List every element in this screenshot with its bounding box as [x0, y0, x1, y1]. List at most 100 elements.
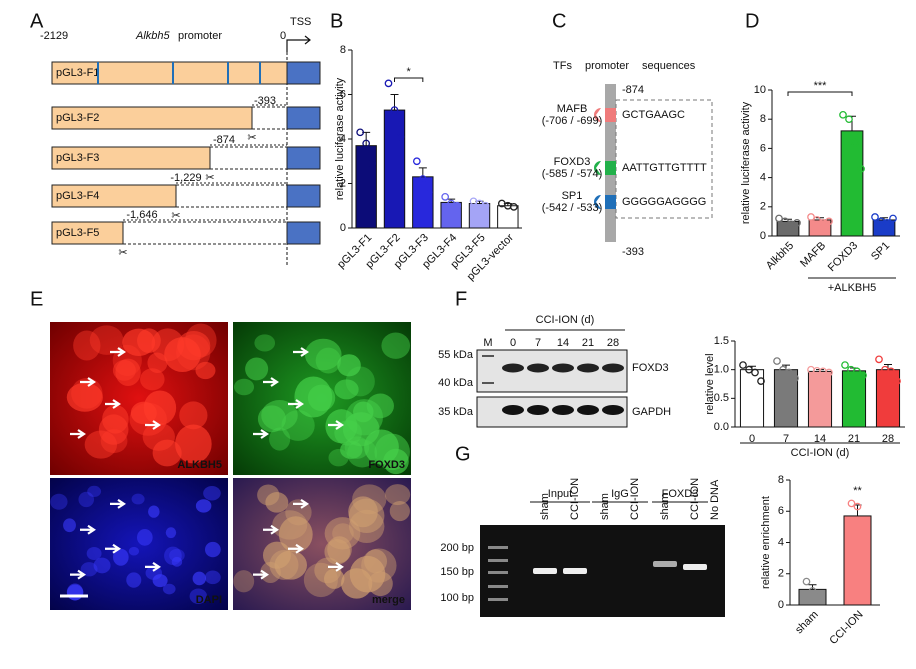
- cell: [147, 352, 168, 374]
- label: 55 kDa: [438, 349, 474, 361]
- label: Alkbh5: [135, 30, 171, 42]
- cell: [177, 330, 211, 361]
- cell: [165, 527, 177, 539]
- x-tick-label: CCI-ION: [827, 609, 865, 647]
- label: FOXD3: [662, 488, 699, 500]
- label: GCTGAAGC: [622, 109, 685, 121]
- label: promoter: [585, 60, 629, 72]
- scissors: ✂: [118, 247, 127, 259]
- label: DAPI: [196, 594, 222, 606]
- band: [502, 405, 524, 415]
- cell: [334, 379, 359, 400]
- cell: [162, 583, 176, 595]
- ladder-band: [488, 585, 508, 588]
- cell: [192, 571, 206, 586]
- label: 7: [535, 337, 541, 349]
- bar: [807, 370, 833, 428]
- band: [577, 363, 599, 373]
- x-tick-label: 28: [882, 433, 894, 445]
- label: FOXD3: [368, 459, 405, 471]
- label: 200 bp: [440, 542, 474, 554]
- cell: [195, 499, 212, 513]
- cell: [341, 568, 373, 599]
- cell: [204, 541, 221, 558]
- panel-letter: B: [330, 10, 343, 32]
- label: 40 kDa: [438, 377, 474, 389]
- y-tick-label: 1.0: [714, 364, 729, 376]
- arrow: [253, 569, 269, 580]
- band: [552, 363, 574, 373]
- point: [751, 368, 759, 377]
- luc-box: [286, 61, 321, 85]
- lane-label: sham: [659, 493, 671, 520]
- x-tick-label: sham: [793, 609, 821, 637]
- cell: [324, 539, 351, 565]
- point: [814, 593, 823, 602]
- point: [859, 529, 868, 537]
- label: pGL3-F5: [56, 227, 99, 239]
- cell: [245, 357, 269, 381]
- point: [481, 201, 490, 210]
- cell: [171, 556, 183, 567]
- arrow: [105, 399, 121, 409]
- point: [509, 203, 518, 211]
- cell: [126, 572, 142, 588]
- point: [390, 106, 399, 114]
- significance: **: [853, 485, 862, 497]
- point: [781, 217, 789, 226]
- label: (-585 / -574): [542, 168, 603, 180]
- point: [851, 138, 859, 147]
- blot: [476, 396, 628, 428]
- y-tick-label: 1.5: [714, 335, 729, 347]
- panel-letter: E: [30, 288, 43, 310]
- panel-letter: D: [745, 10, 759, 32]
- point: [356, 128, 365, 137]
- band: [577, 405, 599, 415]
- bar: [355, 145, 377, 229]
- cell: [152, 439, 182, 467]
- cell: [129, 402, 167, 436]
- bar: [412, 176, 434, 229]
- cell: [185, 323, 217, 358]
- y-tick-label: 4: [760, 172, 766, 184]
- label: 35 kDa: [438, 406, 474, 418]
- point: [813, 216, 821, 224]
- ladder: [482, 382, 494, 384]
- bar: [841, 370, 867, 428]
- point: [791, 374, 799, 383]
- cell: [112, 359, 136, 381]
- y-tick-label: 8: [340, 44, 346, 56]
- construct-box: [51, 106, 253, 130]
- arrow: [263, 377, 279, 387]
- point: [825, 217, 833, 226]
- cell: [337, 354, 361, 377]
- point: [808, 587, 817, 595]
- site-box: [605, 195, 616, 209]
- arrow: [263, 524, 279, 535]
- cell: [262, 541, 291, 569]
- cell: [175, 424, 212, 464]
- point: [785, 368, 793, 377]
- point: [887, 367, 895, 376]
- point: [802, 577, 811, 586]
- cell: [204, 570, 221, 585]
- point: [875, 355, 883, 364]
- point: [825, 368, 833, 377]
- cell: [73, 330, 101, 361]
- point: [847, 499, 856, 508]
- point: [841, 361, 849, 369]
- label: (-706 / -699): [542, 115, 603, 127]
- tf-shape: [594, 108, 601, 122]
- bracket: [394, 77, 424, 82]
- cell: [195, 361, 216, 380]
- label: -393: [254, 95, 276, 107]
- point: [889, 214, 897, 223]
- dna-band: [683, 564, 707, 570]
- cell: [265, 492, 289, 513]
- cell: [303, 562, 338, 598]
- point: [779, 365, 787, 374]
- label: FOXD3: [554, 156, 591, 168]
- label: CCI-ION (d): [791, 447, 850, 459]
- arrow: [328, 420, 344, 430]
